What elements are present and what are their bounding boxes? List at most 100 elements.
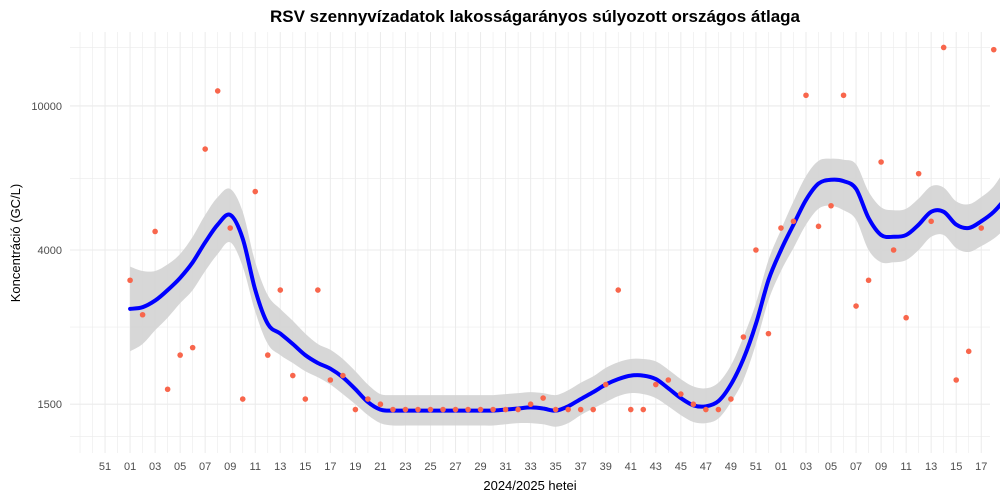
x-tick-label: 15 [950, 461, 962, 473]
data-point [214, 88, 221, 94]
x-tick-label: 49 [725, 461, 737, 473]
x-tick-label: 11 [250, 461, 261, 473]
x-tick-label: 21 [374, 461, 386, 473]
data-point [890, 247, 897, 253]
x-axis-label: 2024/2025 hetei [483, 478, 576, 493]
grid-major [70, 32, 990, 453]
x-tick-label: 15 [299, 461, 311, 473]
data-point [252, 188, 259, 195]
data-point [465, 406, 471, 413]
data-point [202, 146, 208, 152]
data-point [715, 406, 722, 413]
data-point [515, 406, 521, 413]
data-point [828, 202, 834, 209]
data-point [139, 311, 146, 318]
data-point [490, 406, 496, 413]
data-point [177, 352, 183, 358]
data-point [765, 330, 772, 337]
data-point [502, 406, 509, 413]
x-tick-labels: 51 01 03 05 07 09 11 13 15 17 19 21 23 25 27 29 31 33 35 37… [99, 461, 987, 473]
data-point [940, 44, 947, 51]
x-tick-label: 13 [925, 461, 937, 473]
data-point [878, 159, 884, 165]
data-point [365, 396, 371, 402]
data-point [565, 406, 571, 413]
x-tick-label: 05 [174, 461, 186, 473]
data-point [627, 406, 634, 413]
data-point-layer [127, 44, 997, 413]
data-point [678, 391, 684, 397]
data-point [915, 170, 922, 177]
data-point [615, 287, 622, 293]
x-tick-label: 17 [975, 461, 987, 473]
data-point [477, 406, 484, 413]
data-point [390, 406, 396, 413]
x-tick-label: 09 [224, 461, 236, 473]
data-point [452, 406, 459, 413]
data-point [440, 406, 446, 413]
x-tick-label: 23 [399, 461, 411, 473]
data-point [315, 287, 321, 293]
data-point [340, 372, 346, 379]
x-tick-label: 45 [675, 461, 687, 473]
data-point [965, 348, 972, 355]
data-point [352, 406, 359, 413]
data-point [227, 225, 234, 231]
data-point [552, 406, 559, 413]
x-tick-label: 01 [124, 461, 136, 473]
x-tick-label: 01 [775, 461, 787, 473]
data-point [815, 223, 822, 230]
data-point [928, 218, 934, 225]
data-point [853, 303, 859, 309]
data-point [690, 401, 697, 408]
data-point [152, 228, 158, 235]
x-tick-label: 35 [550, 461, 562, 473]
x-tick-label: 05 [825, 461, 837, 473]
data-point [953, 377, 960, 383]
data-point [127, 277, 133, 284]
x-tick-label: 51 [750, 461, 762, 473]
x-tick-label: 25 [424, 461, 436, 473]
x-tick-label: 33 [525, 461, 537, 473]
data-point [803, 92, 809, 99]
data-point [264, 352, 271, 358]
x-tick-label: 03 [800, 461, 812, 473]
data-point [778, 225, 784, 231]
y-tick-label: 10000 [31, 101, 62, 113]
trend-line [128, 177, 1000, 413]
x-tick-label: 17 [324, 461, 336, 473]
data-point [665, 377, 672, 383]
x-tick-label: 19 [349, 461, 361, 473]
data-point [990, 46, 997, 53]
chart-title: RSV szennyvízadatok lakosságarányos súly… [270, 7, 801, 26]
x-tick-label: 31 [499, 461, 511, 473]
data-point [189, 344, 196, 351]
data-point [640, 406, 647, 413]
data-point [239, 396, 246, 402]
data-point [602, 381, 609, 388]
x-tick-label: 39 [600, 461, 612, 473]
data-point [402, 406, 409, 413]
data-point [302, 396, 309, 402]
trend-line-layer [128, 177, 1000, 413]
x-tick-label: 43 [650, 461, 662, 473]
x-tick-label: 37 [575, 461, 587, 473]
x-tick-label: 07 [850, 461, 862, 473]
data-point [865, 277, 872, 284]
data-point [790, 218, 797, 225]
x-tick-label: 41 [625, 461, 637, 473]
data-point [903, 314, 909, 321]
data-point [728, 396, 734, 402]
x-tick-label: 07 [199, 461, 211, 473]
y-tick-label: 4000 [38, 245, 62, 257]
data-point [703, 406, 709, 413]
data-point [840, 92, 847, 99]
data-point [652, 381, 659, 388]
x-tick-label: 29 [474, 461, 486, 473]
data-point [740, 334, 747, 340]
x-tick-label: 11 [900, 461, 911, 473]
data-point [377, 401, 384, 408]
data-point [540, 395, 546, 401]
grid-minor [70, 32, 990, 453]
